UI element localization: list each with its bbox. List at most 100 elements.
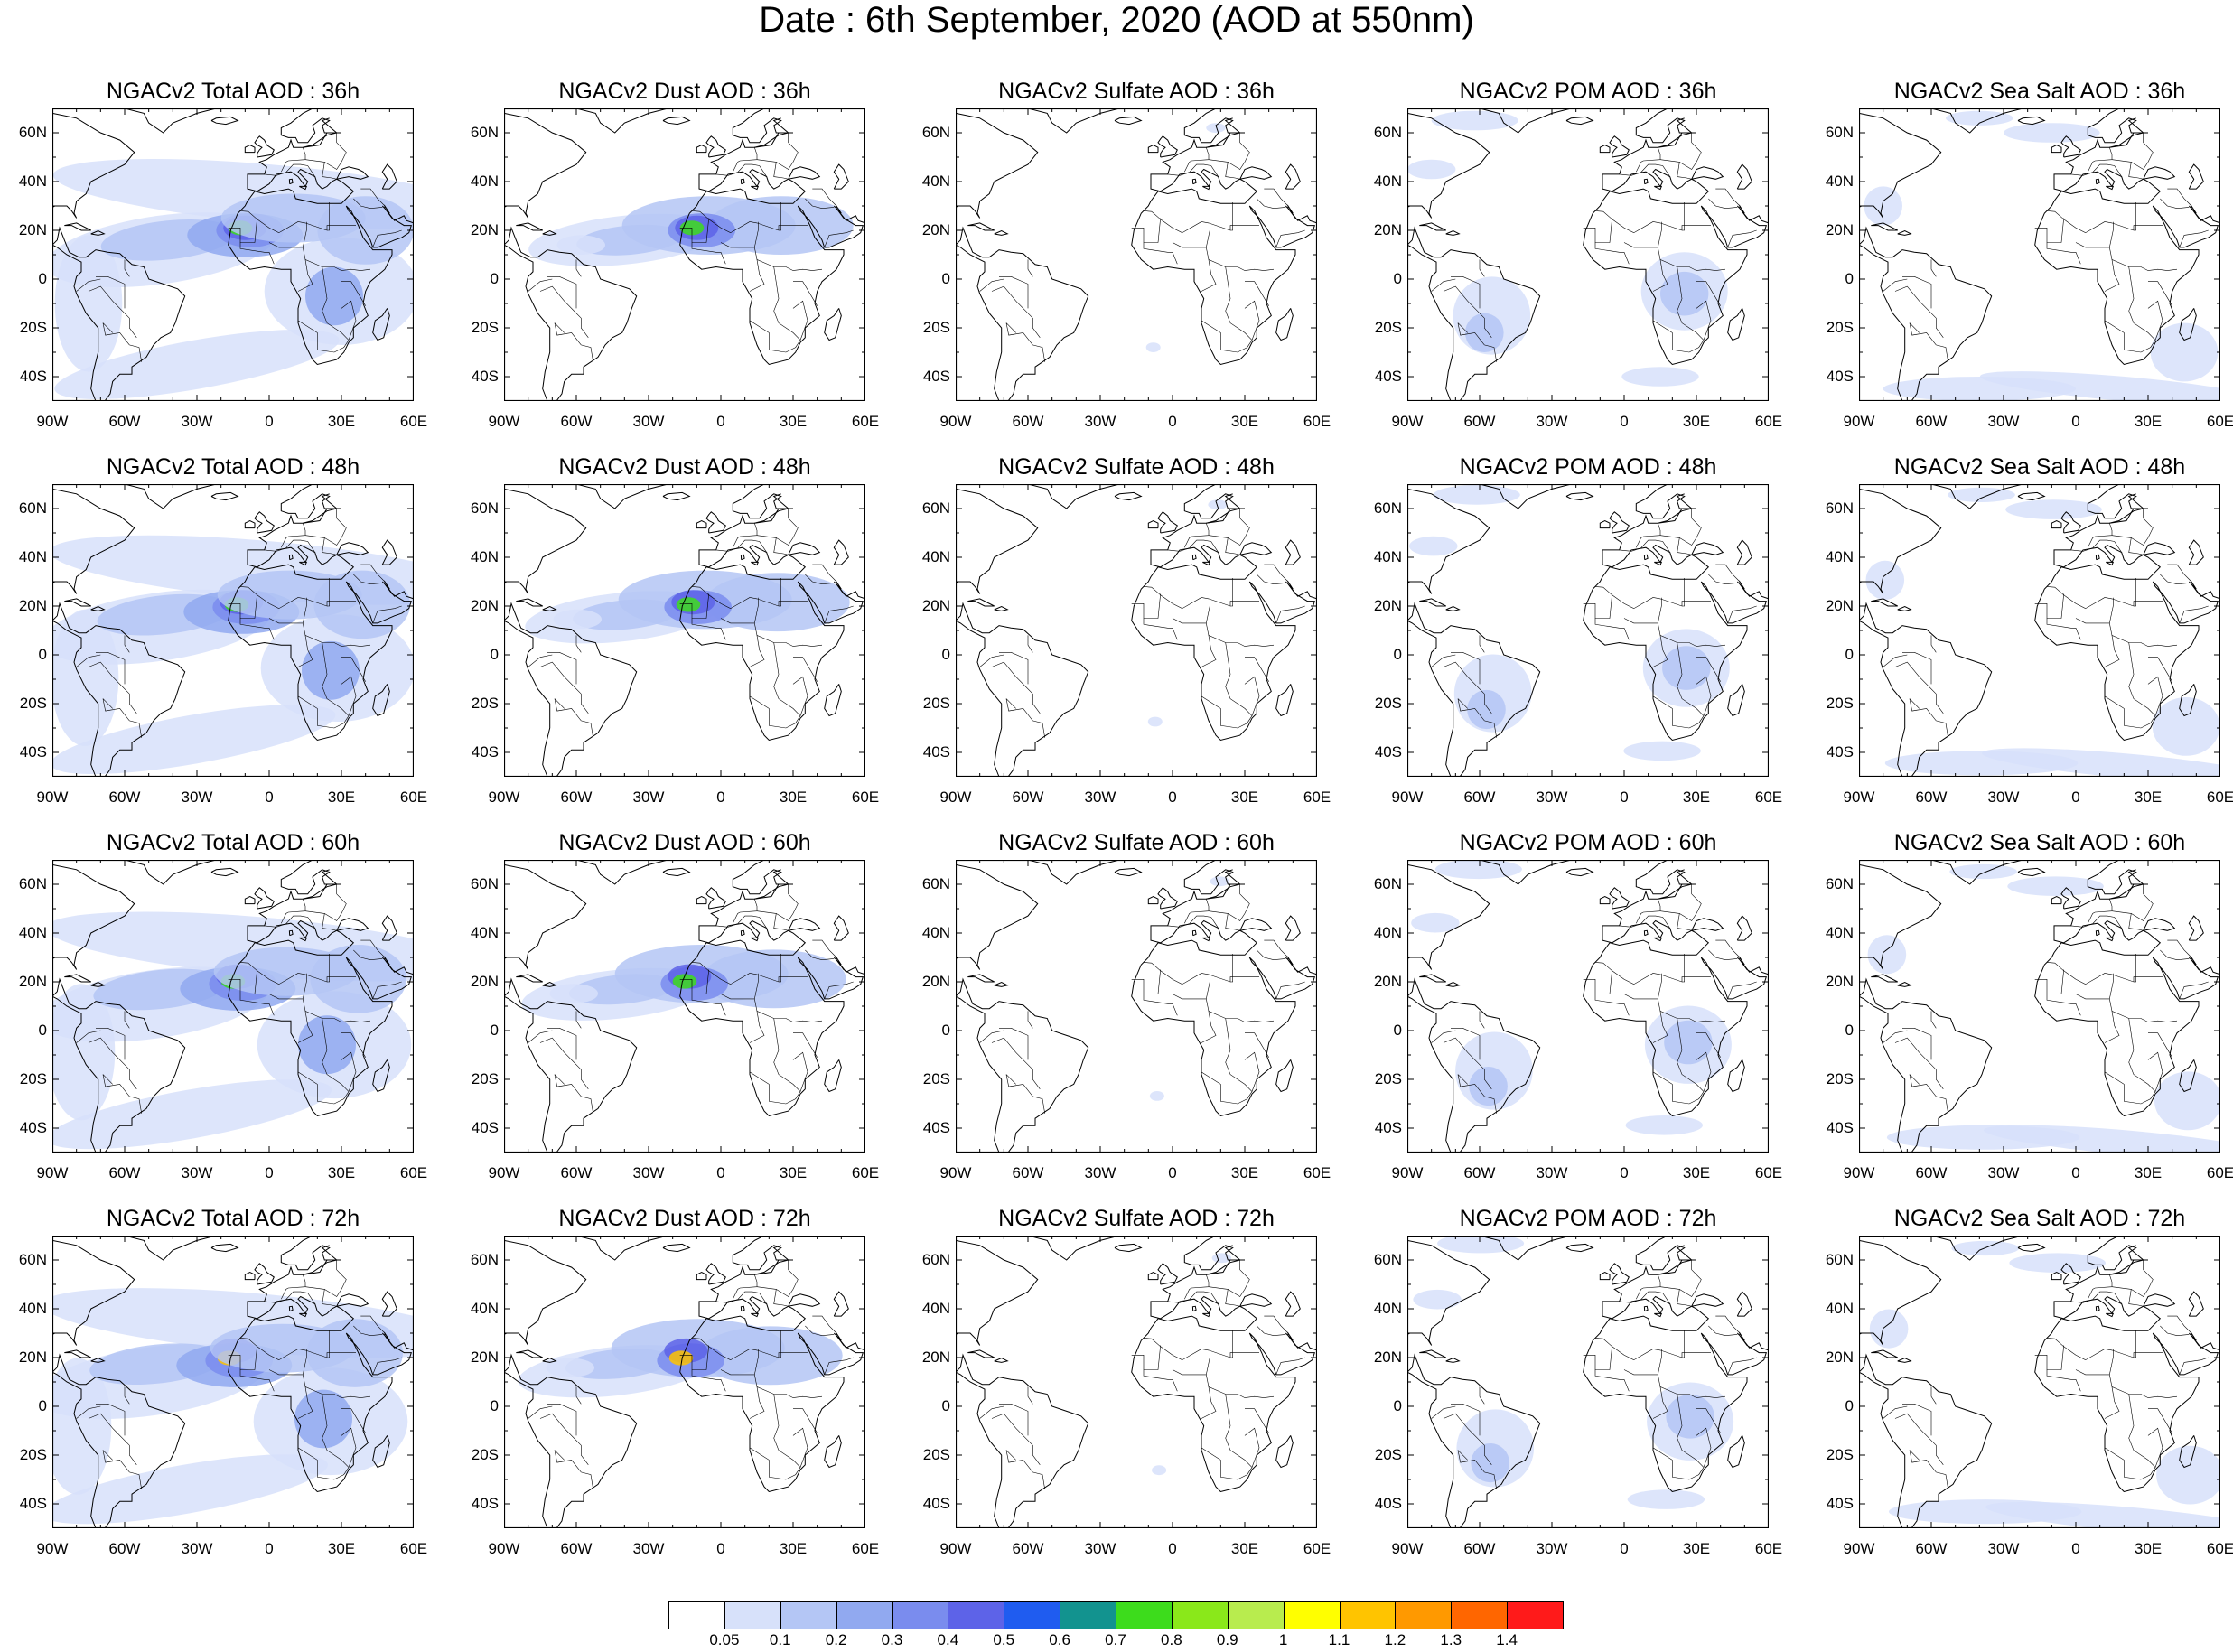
country-border [1245,657,1269,682]
coastline [228,484,414,742]
aod-plume [1437,1236,1525,1254]
country-border [779,1330,782,1358]
lat-tick-label: 40N [18,924,47,941]
country-border [547,1028,577,1060]
lat-tick-label: 20N [470,1349,499,1366]
country-border [2034,218,2064,243]
lat-tick-label: 40N [921,548,950,565]
coastline [1157,887,1178,910]
country-border [1443,661,1492,714]
country-border [102,1450,142,1489]
country-border [341,676,357,716]
country-border [1583,1345,1612,1370]
map-svg [504,1236,865,1528]
country-border [1257,949,1286,961]
coastline [2188,539,2204,565]
country-border [979,278,1004,292]
coastline [2188,163,2204,190]
aod-plume [705,573,850,632]
country-border [1883,278,1908,292]
lon-tick-label: 30E [1230,413,1259,430]
coastline [2034,1236,2220,1493]
country-border [1583,218,1612,243]
country-border [1696,1032,1721,1058]
country-border [749,635,765,667]
lat-tick-label: 0 [38,270,47,287]
coastline [833,915,849,941]
coastline [93,1236,217,1261]
country-border [2160,574,2190,585]
map-area [956,860,1317,1153]
country-border [1894,1037,1944,1089]
coastline [751,1312,760,1318]
coastline [2051,895,2062,905]
aod-plume [54,330,340,399]
country-border [239,962,356,985]
country-border [1677,537,1692,555]
country-border [1479,1011,1485,1029]
country-border [1131,969,1161,994]
aod-plume [1147,716,1163,727]
country-border [353,949,383,961]
country-border [805,949,835,961]
country-border [805,198,835,210]
country-border [1206,973,1210,999]
lat-tick-label: 60N [1825,499,1854,517]
lon-tick-label: 0 [1620,413,1629,430]
country-border [2046,242,2081,265]
country-border [2075,242,2178,271]
country-border [2167,188,2192,207]
lat-tick-label: 20N [1373,973,1402,990]
country-border [812,564,837,583]
country-border [733,147,758,173]
coastline [2034,108,2220,366]
lon-tick-label: 30E [2134,1540,2163,1557]
coastline [1191,1305,1197,1312]
coastline [288,1305,294,1312]
coastline [2060,1263,2081,1285]
lat-tick-label: 20N [470,597,499,614]
lon-tick-label: 30E [1682,1164,1711,1181]
lon-tick-label: 60E [1303,1540,1331,1557]
lon-tick-label: 60E [1303,413,1331,430]
country-border [1005,1074,1016,1085]
coastline [956,1353,1089,1528]
lon-tick-label: 60W [108,789,141,806]
colorbar-box [836,1601,893,1629]
coastline [1599,1271,1611,1281]
country-border [1652,1011,1668,1043]
coastline [824,1059,842,1093]
lat-tick-label: 20N [921,597,950,614]
country-border [1275,605,1305,624]
country-border [1143,242,1178,265]
country-border [1715,188,1741,207]
lon-tick-label: 90W [488,789,520,806]
panel-title: NGACv2 Sulfate AOD : 72h [998,1206,1275,1231]
country-border [991,285,1041,338]
lat-tick-label: 0 [490,1397,499,1414]
lat-tick-label: 60N [921,499,950,517]
coastline [381,163,397,190]
lon-tick-label: 30E [1682,1540,1711,1557]
lon-tick-label: 30W [1084,1164,1116,1181]
lon-tick-label: 30W [1987,413,2020,430]
country-border [1636,147,1661,173]
coastline [254,1263,275,1285]
coastline [372,684,390,717]
lon-tick-label: 0 [265,789,274,806]
coastline [516,222,543,231]
country-border [1479,1386,1485,1405]
coastline [1275,684,1294,717]
aod-plume [549,984,598,1003]
lat-tick-label: 0 [1393,270,1402,287]
colorbar-label: 0.4 [937,1631,959,1648]
coastline [2179,1435,2197,1469]
coastline [956,602,1089,777]
coastline [1131,1236,1317,1493]
country-border [1696,281,1721,306]
panel-title: NGACv2 Sulfate AOD : 60h [998,830,1275,855]
country-border [1457,322,1497,362]
country-border [2070,539,2122,553]
coastline [2143,542,2176,555]
coastline [504,977,638,1153]
